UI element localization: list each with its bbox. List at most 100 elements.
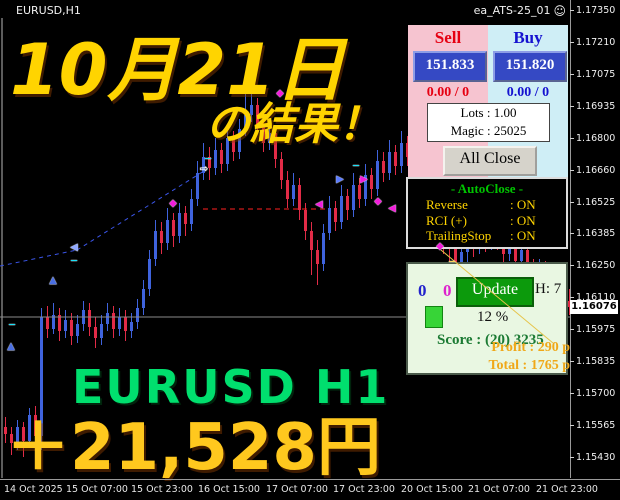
all-close-button[interactable]: All Close [443,146,537,176]
time-axis-label: 21 Oct 23:00 [536,484,598,495]
price-tick [570,10,574,11]
price-tick [570,202,574,203]
candle-body [322,233,325,264]
symbol-timeframe-label: EURUSD,H1 [16,4,81,17]
candle-body [106,312,109,325]
candle-body [4,426,7,434]
ea-name-text: ea_ATS-25_01 [473,4,551,17]
candle-body [178,212,181,236]
price-axis-label: 1.17350 [576,5,616,16]
status-indicator-square [425,306,443,328]
magic-line: Magic : 25025 [450,123,527,138]
price-tick [570,106,574,107]
price-axis-label: 1.17210 [576,37,616,48]
headline-result-text: の結果！ [206,99,382,150]
cyan-tick-icon: ─ [70,256,78,267]
candle-wick [245,91,246,136]
candle-body [280,158,283,180]
buy-count: 0 [418,281,427,300]
candle-body [340,196,343,222]
time-axis-label: 20 Oct 15:00 [401,484,463,495]
buy-arrow-icon: ▲ [49,275,57,286]
price-tick [570,393,574,394]
candle-body [364,175,367,199]
time-axis-label: 16 Oct 15:00 [198,484,260,495]
signal-diamond-icon: ◆ [374,196,382,207]
price-axis-label: 1.16935 [576,101,616,112]
buy-arrow-icon: ▲ [7,341,15,352]
autoclose-title: - AutoClose - [450,181,524,196]
candle-body [52,314,55,329]
candle-body [214,149,217,169]
candle-body [520,249,523,262]
candle-body [244,114,247,129]
signal-arrow-icon: ◀ [388,203,396,214]
candle-body [166,219,169,243]
candle-body [394,152,397,166]
candle-body [94,326,97,339]
price-tick [570,329,574,330]
cyan-tick-icon: ─ [204,154,212,165]
time-axis-label: 15 Oct 23:00 [131,484,193,495]
update-button[interactable]: Update [456,277,534,307]
signal-arrow-icon: ▶ [360,174,368,185]
hedge-count-label: H: 7 [535,281,562,297]
autoclose-row-trailingstop: TrailingStop : ON [426,228,536,243]
buy-label: Buy [513,28,543,47]
price-tick [570,170,574,171]
candle-body [274,133,277,159]
autoclose-panel: - AutoClose - Reverse : ON RCI (+) : ON … [406,177,568,249]
candle-body [58,314,61,332]
time-axis-label: 21 Oct 07:00 [468,484,530,495]
ea-smiley-icon[interactable]: ☺ [553,3,566,18]
price-tick [570,233,574,234]
price-tick [570,42,574,43]
candle-body [46,317,49,329]
price-axis-label: 1.16800 [576,133,616,144]
candle-body [232,138,235,152]
profit-comment: Profit : 290 p [491,340,570,355]
time-axis-separator [0,479,620,480]
candle-body [334,207,337,222]
price-tick [570,361,574,362]
time-axis-label: 17 Oct 07:00 [266,484,328,495]
price-axis-label: 1.15565 [576,420,616,431]
candle-body [226,138,229,164]
candle-body [148,259,151,290]
time-axis-label: 15 Oct 07:00 [66,484,128,495]
buy-price-button[interactable]: 151.820 [493,51,567,82]
current-price-label: 1.16076 [570,300,618,314]
candle-body [190,198,193,225]
sell-label: Sell [434,28,462,47]
candle-body [298,184,301,211]
percent-label: 12 % [477,309,509,325]
candle-body [10,433,13,443]
price-axis-label: 1.17075 [576,69,616,80]
candle-body [172,219,175,236]
candle-body [256,105,259,125]
autoclose-row-rci: RCI (+) : ON [426,212,536,228]
price-axis-separator [570,0,571,478]
candle-body [238,128,241,152]
candle-body [376,161,379,190]
candle-body [40,317,43,437]
candle-body [184,212,187,225]
candle-body [358,184,361,199]
candle-body [112,312,115,329]
candle-wick [251,86,252,122]
time-axis-label: 14 Oct 2025 [4,484,63,495]
candle-body [70,319,73,336]
candle-body [136,307,139,322]
candle-body [88,310,91,327]
price-axis-label: 1.16660 [576,165,616,176]
headline-date-text: 10月21日 [10,29,345,111]
sell-price-button[interactable]: 151.833 [413,51,487,82]
candle-body [16,426,19,443]
price-tick [570,265,574,266]
pair-caption-text: EURUSD H1 [72,360,390,414]
trade-panel: Sell 151.833 0.00 / 0 Buy 151.820 0.00 /… [408,25,568,178]
price-tick [570,457,574,458]
price-axis-label: 1.15700 [576,388,616,399]
candle-body [370,175,373,190]
